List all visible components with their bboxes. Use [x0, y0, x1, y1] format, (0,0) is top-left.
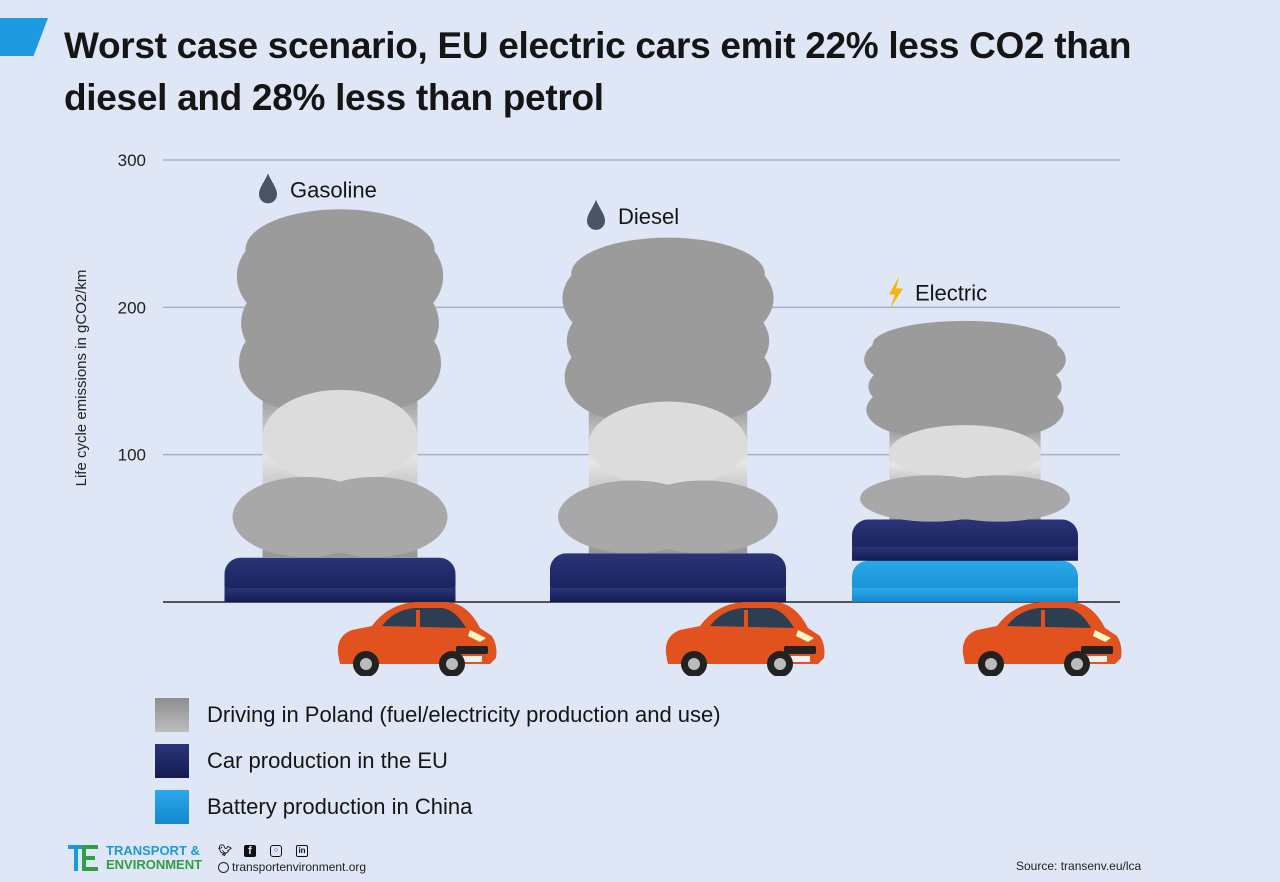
bar-car-production-diesel: [550, 553, 786, 602]
legend-item-driving: Driving in Poland (fuel/electricity prod…: [155, 694, 721, 736]
te-logo-icon: [68, 845, 98, 871]
legend-label-battery-production: Battery production in China: [207, 794, 473, 819]
category-label-gasoline: Gasoline: [290, 177, 377, 202]
bar-driving-electric: [860, 320, 1070, 522]
category-label-diesel: Diesel: [618, 204, 679, 229]
car-illustration: [335, 600, 499, 676]
y-axis-label: Life cycle emissions in gCO2/km: [73, 270, 90, 487]
source-note: Source: transenv.eu/lca: [1016, 859, 1142, 873]
legend-swatch-car-production: [155, 744, 189, 778]
category-label-electric: Electric: [915, 280, 987, 305]
legend-label-car-production: Car production in the EU: [207, 748, 448, 773]
brand-line-2: ENVIRONMENT: [106, 857, 203, 872]
fuel-drop-icon: [259, 173, 277, 204]
twitter-icon[interactable]: 🐦︎: [218, 845, 232, 857]
bar-driving-gasoline: [232, 209, 448, 558]
facebook-icon[interactable]: f: [244, 845, 256, 857]
instagram-icon[interactable]: ○: [270, 845, 282, 857]
legend-item-car-production: Car production in the EU: [155, 740, 721, 782]
globe-icon: [218, 861, 229, 873]
y-tick-label: 100: [118, 446, 146, 465]
fuel-drop-icon: [587, 199, 605, 230]
car-illustration: [663, 600, 827, 676]
lightning-icon: [889, 276, 903, 309]
chart-title: Worst case scenario, EU electric cars em…: [64, 25, 1132, 118]
y-tick-label: 200: [118, 298, 146, 317]
website-link[interactable]: transportenvironment.org: [218, 860, 366, 874]
legend-swatch-battery-production: [155, 790, 189, 824]
y-tick-label: 300: [118, 151, 146, 170]
car-illustration: [960, 600, 1124, 676]
social-links: 🐦︎ f ○ in: [218, 845, 308, 857]
stacked-bar-chart: 100 200 300 Gasoline Diesel Electric Life cyc…: [73, 151, 1124, 676]
bar-battery-electric: [852, 560, 1078, 602]
brand-line-1: TRANSPORT &: [106, 843, 200, 858]
legend-item-battery-production: Battery production in China: [155, 786, 721, 828]
linkedin-icon[interactable]: in: [296, 845, 308, 857]
legend-label-driving: Driving in Poland (fuel/electricity prod…: [207, 702, 721, 727]
legend: Driving in Poland (fuel/electricity prod…: [155, 694, 721, 832]
website-text: transportenvironment.org: [232, 860, 367, 874]
brand-logo[interactable]: TRANSPORT & ENVIRONMENT: [68, 843, 202, 873]
bar-driving-diesel: [558, 237, 778, 554]
legend-swatch-driving: [155, 698, 189, 732]
bar-car-production-electric: [852, 519, 1078, 561]
bar-car-production-gasoline: [224, 557, 456, 602]
